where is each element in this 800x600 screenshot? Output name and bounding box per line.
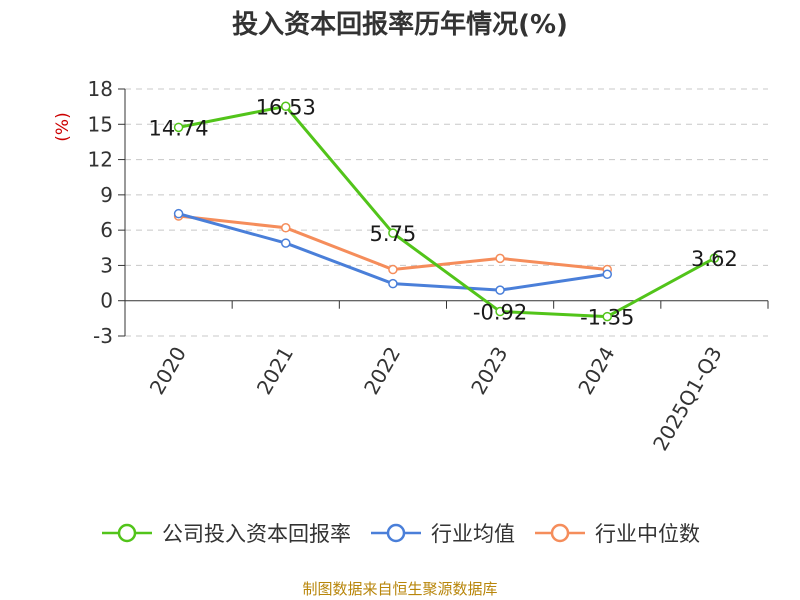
data-source-note: 制图数据来自恒生聚源数据库 (302, 580, 498, 598)
y-tick-label: 18 (88, 77, 113, 101)
data-label: 14.74 (149, 116, 209, 140)
data-label: -0.92 (473, 301, 527, 325)
x-tick-label: 2025Q1-Q3 (648, 343, 727, 455)
x-tick-label: 2021 (252, 343, 298, 399)
legend-marker-industry-mean (371, 523, 421, 543)
series-point (388, 264, 398, 275)
series-point (602, 311, 612, 322)
legend-item-industry-median[interactable]: 行业中位数 (533, 518, 700, 548)
series-point (281, 101, 291, 112)
legend-label-company: 公司投入资本回报率 (162, 522, 351, 546)
series-point (495, 306, 505, 317)
series-point (388, 228, 398, 238)
line-chart: -3 0 3 6 9 12 15 18 (%) 2020 2021 2022 2023 2024 2025Q… (53, 77, 769, 455)
series-line (178, 104, 716, 319)
data-label: -1.35 (580, 306, 634, 330)
legend-marker-company (102, 523, 152, 543)
y-tick-label: -3 (93, 324, 113, 348)
y-tick-label: 9 (100, 183, 113, 207)
legend-marker-industry-median (535, 523, 585, 543)
series-point (388, 278, 398, 289)
series-point (281, 223, 291, 233)
chart-title: 投入资本回报率历年情况(%) (232, 10, 568, 40)
series-point (495, 253, 505, 264)
data-label: 16.53 (256, 95, 316, 119)
series-point (602, 269, 612, 279)
x-tick-label: 2020 (145, 343, 191, 399)
legend-item-industry-mean[interactable]: 行业均值 (369, 518, 515, 548)
y-axis-unit: (%) (53, 112, 73, 141)
legend-label-industry-median: 行业中位数 (595, 522, 700, 546)
data-label: 3.62 (691, 247, 738, 271)
series-point (495, 285, 505, 295)
legend: 公司投入资本回报率 行业均值 行业中位数 (0, 518, 800, 548)
series-point (173, 208, 184, 219)
data-label: 5.75 (370, 222, 417, 246)
x-tick-label: 2023 (466, 343, 512, 399)
x-tick-label: 2022 (359, 343, 405, 399)
legend-item-company[interactable]: 公司投入资本回报率 (100, 518, 351, 548)
x-tick-label: 2024 (573, 343, 619, 399)
series-point (281, 238, 291, 248)
y-tick-label: 12 (88, 148, 113, 172)
series-point (709, 253, 720, 263)
y-tick-label: 0 (100, 289, 113, 313)
series-point (173, 122, 184, 133)
y-tick-label: 3 (100, 253, 113, 277)
legend-label-industry-mean: 行业均值 (431, 522, 515, 546)
y-tick-label: 15 (88, 112, 113, 136)
y-tick-label: 6 (100, 218, 113, 242)
